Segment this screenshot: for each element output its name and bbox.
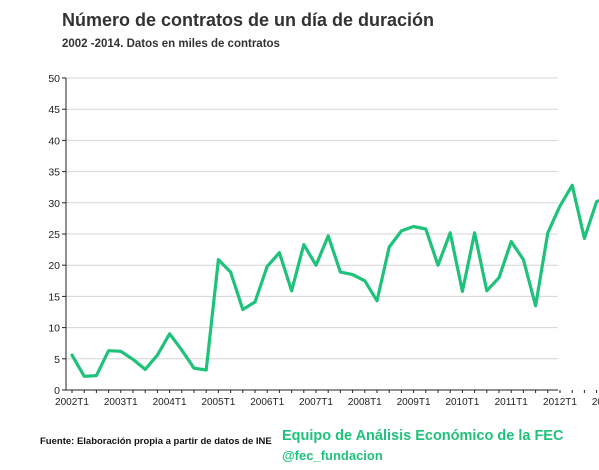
x-tick-label: 2004T1 bbox=[153, 397, 187, 408]
y-tick-label: 50 bbox=[48, 73, 60, 85]
y-tick-label: 5 bbox=[54, 354, 60, 366]
y-tick-label: 30 bbox=[48, 198, 60, 210]
x-tick-label: 2005T1 bbox=[201, 397, 235, 408]
y-tick-label: 0 bbox=[54, 385, 60, 397]
y-tick-label: 15 bbox=[48, 291, 60, 303]
y-tick-label: 45 bbox=[48, 104, 60, 116]
y-tick-label: 20 bbox=[48, 260, 60, 272]
x-tick-label: 2012T1 bbox=[543, 397, 577, 408]
x-tick-label: 2013T1 bbox=[592, 397, 599, 408]
chart-subtitle: 2002 -2014. Datos en miles de contratos bbox=[62, 38, 280, 50]
x-tick-label: 2007T1 bbox=[299, 397, 333, 408]
x-tick-label: 2011T1 bbox=[495, 397, 529, 408]
y-tick-label: 10 bbox=[48, 323, 60, 335]
x-tick-label: 2003T1 bbox=[104, 397, 138, 408]
x-tick-label: 2002T1 bbox=[55, 397, 89, 408]
series-line-0 bbox=[70, 183, 599, 378]
twitter-handle: @fec_fundacion bbox=[282, 448, 383, 463]
chart-title: Número de contratos de un día de duració… bbox=[62, 10, 435, 30]
source-note: Fuente: Elaboración propia a partir de d… bbox=[40, 436, 272, 447]
y-tick-label: 35 bbox=[48, 167, 60, 179]
x-tick-label: 2009T1 bbox=[397, 397, 431, 408]
team-signature: Equipo de Análisis Económico de la FEC bbox=[282, 428, 564, 444]
y-tick-label: 40 bbox=[48, 135, 60, 147]
x-tick-label: 2010T1 bbox=[445, 397, 479, 408]
y-tick-label: 25 bbox=[48, 229, 60, 241]
x-tick-label: 2006T1 bbox=[250, 397, 284, 408]
x-tick-label: 2008T1 bbox=[348, 397, 382, 408]
